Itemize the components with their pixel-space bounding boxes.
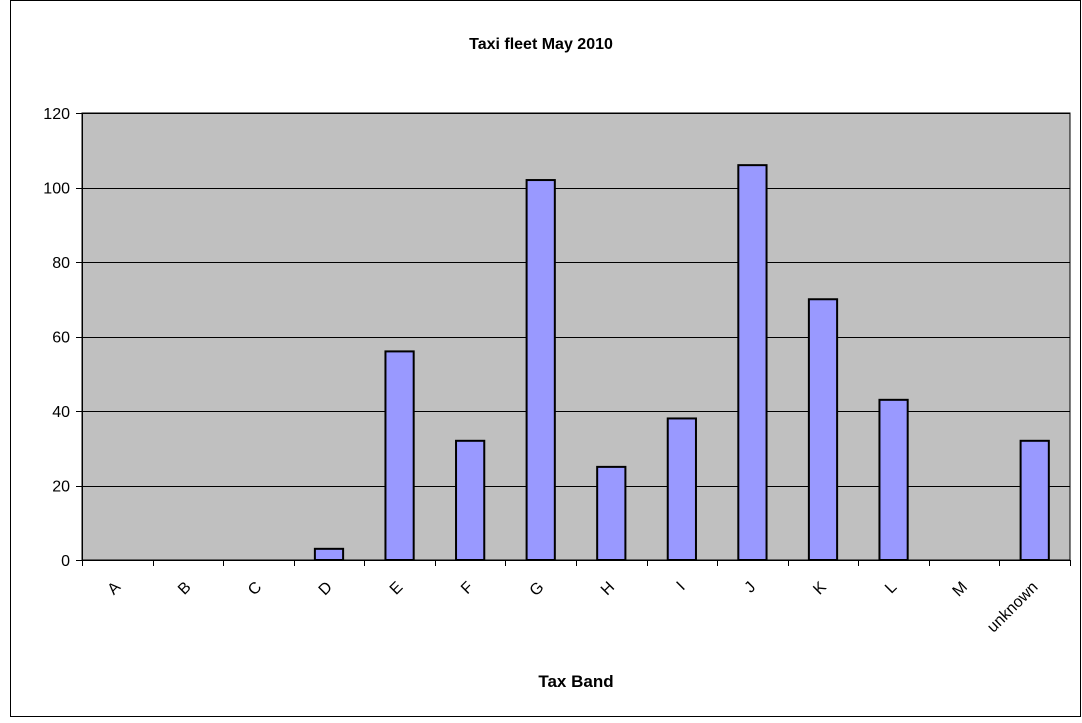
bar-j: [737, 164, 768, 561]
bar-g: [525, 179, 556, 562]
bar-h: [596, 465, 627, 561]
bar-unknown: [1019, 439, 1050, 561]
bar-l: [878, 398, 909, 562]
y-tick-label: 80: [52, 255, 70, 272]
bar-d: [313, 547, 345, 562]
y-tick-label: 120: [43, 106, 70, 123]
y-tick-labels: 0 20 40 60 80 100 120: [43, 106, 70, 570]
x-axis-title: Tax Band: [538, 672, 613, 691]
y-tick-label: 40: [52, 404, 70, 421]
bar-i: [666, 417, 697, 562]
bar-e: [384, 350, 415, 561]
plot-area: [81, 112, 1071, 561]
bar-k: [807, 298, 839, 561]
y-tick-label: 60: [52, 330, 70, 347]
chart-title: Taxi fleet May 2010: [469, 36, 613, 53]
y-tick-label: 100: [43, 181, 70, 198]
y-tick-label: 0: [61, 553, 70, 570]
bar-f: [455, 439, 486, 561]
axes: [76, 113, 1071, 566]
y-tick-label: 20: [52, 479, 70, 496]
